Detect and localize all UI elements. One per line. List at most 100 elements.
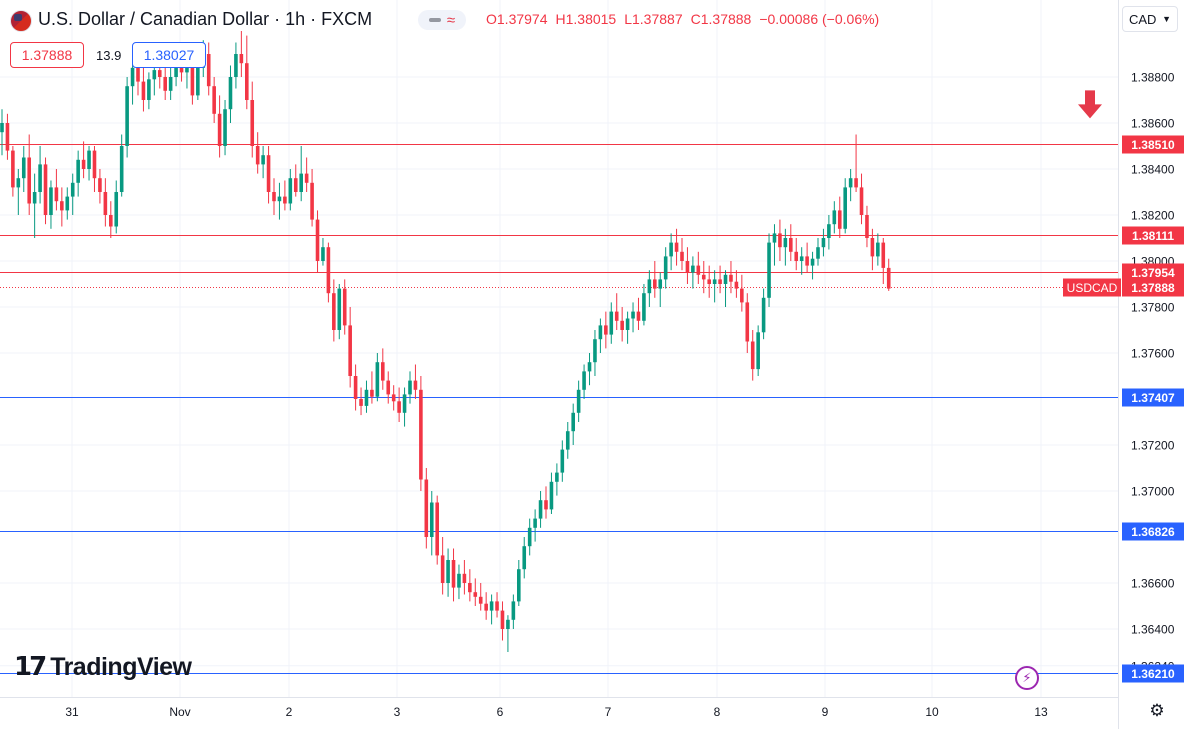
candle — [103, 178, 108, 227]
candle — [767, 233, 771, 307]
candle — [593, 330, 597, 376]
candle — [478, 583, 483, 611]
candle-body — [141, 81, 146, 100]
candle-body — [163, 77, 167, 91]
candle-body — [49, 187, 53, 215]
candle-body — [620, 320, 624, 330]
candle-body — [435, 502, 439, 556]
candle-body — [196, 67, 200, 96]
candle — [571, 403, 575, 445]
candle-body — [685, 261, 690, 273]
candle — [147, 72, 151, 110]
price-line-badge — [1122, 522, 1184, 541]
candle-body — [81, 159, 86, 169]
lightning-icon[interactable]: ⚡ — [1015, 666, 1039, 690]
candle — [783, 228, 788, 266]
candle-body — [326, 247, 331, 294]
candle-body — [293, 178, 298, 192]
candle-body — [92, 150, 97, 179]
candle — [5, 113, 10, 160]
price-axis[interactable]: 1.388001.386001.384001.382001.380001.378… — [1118, 0, 1175, 729]
candle — [642, 284, 646, 326]
candle-body — [359, 399, 363, 406]
candle — [538, 491, 543, 528]
candle-body — [212, 86, 216, 114]
candle — [865, 205, 869, 248]
candle-body — [304, 173, 309, 183]
candle-body — [778, 233, 782, 248]
price-tick-label: 1.37000 — [1131, 485, 1175, 499]
candle-body — [429, 502, 434, 537]
spread-value: 13.9 — [96, 48, 122, 63]
gear-icon[interactable]: ⚙ — [1149, 701, 1165, 720]
candle-body — [604, 325, 608, 335]
candle-body — [473, 592, 478, 597]
candle — [119, 134, 124, 197]
candle-body — [440, 555, 445, 583]
candle-body — [837, 210, 842, 229]
candle-body — [27, 157, 31, 204]
candle — [76, 150, 80, 197]
candle — [881, 238, 886, 284]
candle-body — [217, 113, 222, 146]
candle — [446, 548, 450, 597]
candle — [228, 65, 233, 123]
time-tick-label: 31 — [65, 705, 79, 719]
candle — [614, 293, 619, 330]
candle — [261, 146, 265, 179]
candle-body — [674, 242, 679, 252]
candle-body — [130, 67, 135, 87]
symbol-label: USDCAD — [1067, 281, 1118, 295]
candle — [756, 325, 760, 376]
candle — [484, 592, 488, 620]
candle — [468, 569, 472, 602]
sell-button[interactable]: 1.37888 — [10, 42, 84, 68]
candle-body — [239, 54, 244, 64]
candle-body — [125, 86, 129, 146]
down-arrow-icon — [1078, 90, 1102, 119]
candle — [342, 279, 347, 335]
candle-body — [609, 311, 614, 335]
candle — [397, 387, 401, 422]
candle-body — [745, 302, 750, 342]
close-value: C1.37888 — [690, 11, 752, 27]
candle-body — [794, 251, 799, 261]
currency-selector[interactable]: CAD ▼ — [1122, 6, 1178, 32]
candle-body — [544, 500, 548, 510]
candle-body — [332, 293, 336, 330]
price-line-badge — [1122, 664, 1184, 683]
candle — [440, 537, 445, 595]
time-tick-label: 13 — [1034, 705, 1048, 719]
candle — [517, 560, 521, 606]
candle — [500, 601, 505, 641]
candle-body — [250, 100, 255, 146]
candle — [310, 169, 314, 227]
candle — [217, 95, 222, 158]
time-tick-label: 2 — [286, 705, 293, 719]
candle — [718, 265, 722, 294]
candle — [337, 284, 342, 340]
buy-button[interactable]: 1.38027 — [132, 42, 206, 68]
candle-body — [718, 279, 722, 284]
candle — [408, 371, 412, 404]
candle — [234, 42, 238, 89]
candle — [402, 387, 407, 427]
candle-body — [876, 242, 880, 257]
symbol-title[interactable]: U.S. Dollar / Canadian Dollar · 1h · FXC… — [38, 9, 373, 29]
candle — [691, 256, 695, 289]
candle-body — [174, 63, 178, 77]
candle — [168, 67, 173, 100]
candle-body — [446, 560, 450, 583]
candle-body — [870, 238, 875, 257]
price-line-badge — [1122, 263, 1184, 282]
candle — [799, 247, 804, 275]
candle — [843, 178, 847, 234]
indicator-toggle[interactable]: ≈ — [418, 10, 466, 30]
time-axis[interactable]: 31 Nov 2 3 6 7 8 9 10 13 — [0, 697, 1118, 720]
candle — [375, 353, 380, 402]
candle-body — [549, 481, 554, 510]
candle — [413, 364, 418, 399]
candle — [609, 302, 614, 344]
candle — [43, 157, 48, 225]
